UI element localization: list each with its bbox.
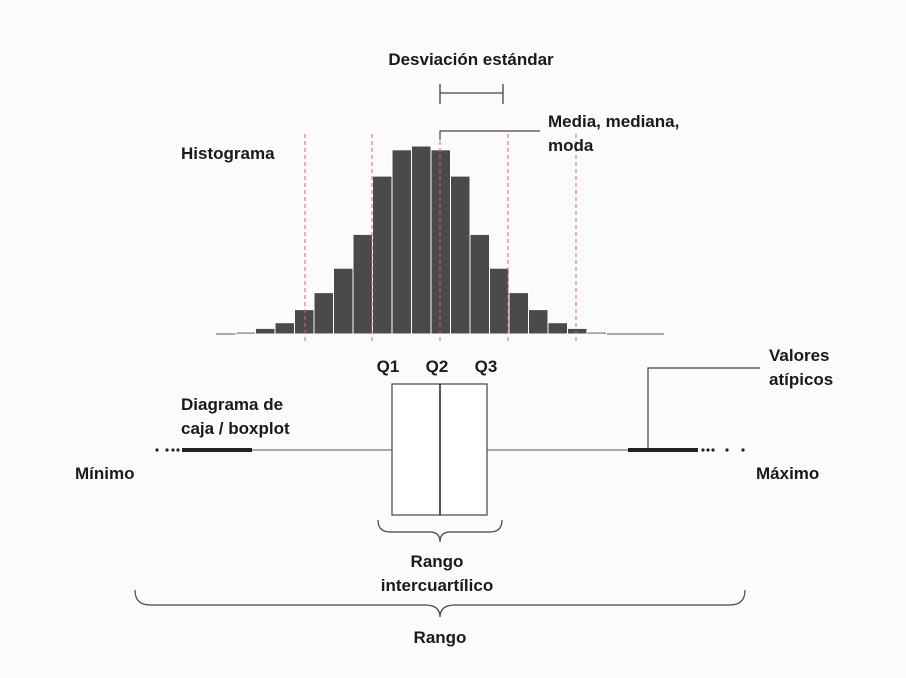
- outliers-line-2: atípicos: [769, 370, 834, 389]
- histogram-bar-14: [508, 292, 529, 335]
- range-label: Rango: [413, 628, 467, 647]
- histogram-bar-5: [333, 267, 354, 335]
- histogram-bar-2: [274, 322, 295, 335]
- outlier-dots-right: [701, 448, 745, 452]
- histogram-bar-16: [547, 322, 568, 335]
- histogram-bar-4: [313, 292, 334, 335]
- outliers-line-1: Valores: [769, 346, 830, 365]
- mean-median-mode-label: Media, mediana, moda: [548, 110, 679, 158]
- boxplot-label: Diagrama de caja / boxplot: [181, 393, 290, 441]
- histogram-bar-13: [489, 267, 510, 335]
- std-dev-label: Desviación estándar: [388, 50, 554, 69]
- q2-label: Q2: [425, 357, 449, 376]
- histogram-bar-12: [469, 233, 490, 335]
- histogram-bar-6: [352, 233, 373, 335]
- iqr-line-1: Rango: [410, 552, 464, 571]
- std-dev-bracket: [439, 84, 504, 104]
- histogram-bar-10: [430, 149, 451, 335]
- boxplot-line-2: caja / boxplot: [181, 419, 290, 438]
- histogram-bar-0: [235, 331, 256, 335]
- histogram-bars: [235, 145, 607, 335]
- histogram-bar-1: [255, 327, 276, 335]
- outliers-leader-line: [647, 367, 760, 450]
- iqr-line-2: intercuartílico: [380, 576, 494, 595]
- boxplot-line-1: Diagrama de: [181, 395, 284, 414]
- minimum-label: Mínimo: [75, 464, 135, 483]
- maximum-label: Máximo: [756, 464, 820, 483]
- histogram-bar-18: [586, 331, 607, 335]
- mean-median-mode-line-1: Media, mediana,: [548, 112, 680, 131]
- histogram-bar-15: [528, 309, 549, 335]
- q3-label: Q3: [474, 357, 498, 376]
- mean-leader-line: [439, 130, 540, 140]
- histogram-bar-9: [411, 145, 432, 335]
- guide-lines: [304, 134, 577, 344]
- mean-median-mode-line-2: moda: [548, 136, 594, 155]
- histogram-label: Histograma: [181, 144, 275, 163]
- histogram-bar-3: [294, 309, 315, 335]
- outlier-dots-left: [155, 448, 180, 452]
- outliers-label: Valores atípicos: [769, 344, 833, 392]
- histogram-bar-17: [567, 327, 588, 335]
- iqr-label: Rango intercuartílico: [381, 550, 493, 598]
- range-brace: [134, 589, 746, 618]
- histogram-bar-11: [450, 175, 471, 335]
- q1-label: Q1: [376, 357, 400, 376]
- iqr-brace: [377, 519, 503, 543]
- histogram-bar-8: [391, 149, 412, 335]
- histogram-bar-7: [372, 175, 393, 335]
